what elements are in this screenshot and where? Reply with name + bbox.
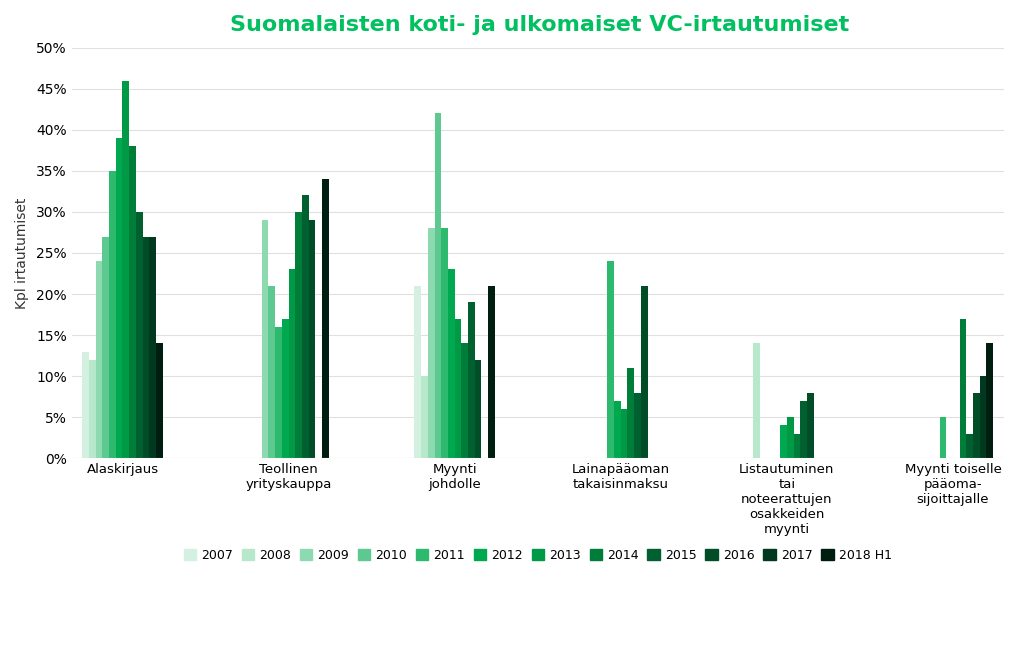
Bar <box>621 409 628 458</box>
Bar <box>156 343 163 458</box>
Bar <box>116 138 123 458</box>
Bar <box>967 434 973 458</box>
Bar <box>102 237 110 458</box>
Bar <box>628 368 634 458</box>
Bar <box>150 237 156 458</box>
Bar <box>940 417 946 458</box>
Bar <box>268 286 275 458</box>
Bar <box>308 220 315 458</box>
Bar <box>142 237 150 458</box>
Bar <box>607 261 614 458</box>
Bar <box>110 171 116 458</box>
Bar <box>129 147 136 458</box>
Bar <box>488 286 495 458</box>
Bar <box>441 228 447 458</box>
Bar <box>468 302 475 458</box>
Bar <box>959 319 967 458</box>
Bar <box>89 360 95 458</box>
Bar <box>295 212 302 458</box>
Bar <box>634 392 641 458</box>
Bar <box>415 286 421 458</box>
Bar <box>428 228 434 458</box>
Bar <box>614 400 621 458</box>
Bar <box>262 220 268 458</box>
Bar <box>462 343 468 458</box>
Bar <box>980 376 986 458</box>
Bar <box>780 426 786 458</box>
Bar <box>475 360 481 458</box>
Bar <box>807 392 814 458</box>
Bar <box>786 417 794 458</box>
Y-axis label: Kpl irtautumiset: Kpl irtautumiset <box>15 198 29 309</box>
Legend: 2007, 2008, 2009, 2010, 2011, 2012, 2013, 2014, 2015, 2016, 2017, 2018 H1: 2007, 2008, 2009, 2010, 2011, 2012, 2013… <box>178 544 897 567</box>
Bar <box>323 179 329 458</box>
Bar <box>136 212 142 458</box>
Text: Suomalaisten koti- ja ulkomaiset VC-irtautumiset: Suomalaisten koti- ja ulkomaiset VC-irta… <box>230 15 849 35</box>
Bar <box>434 113 441 458</box>
Bar <box>447 269 455 458</box>
Bar <box>754 343 760 458</box>
Bar <box>82 351 89 458</box>
Bar <box>641 286 647 458</box>
Bar <box>95 261 102 458</box>
Bar <box>973 392 980 458</box>
Bar <box>455 319 462 458</box>
Bar <box>289 269 295 458</box>
Bar <box>275 327 282 458</box>
Bar <box>123 80 129 458</box>
Bar <box>302 196 308 458</box>
Bar <box>794 434 801 458</box>
Bar <box>986 343 993 458</box>
Bar <box>801 400 807 458</box>
Bar <box>282 319 289 458</box>
Bar <box>421 376 428 458</box>
